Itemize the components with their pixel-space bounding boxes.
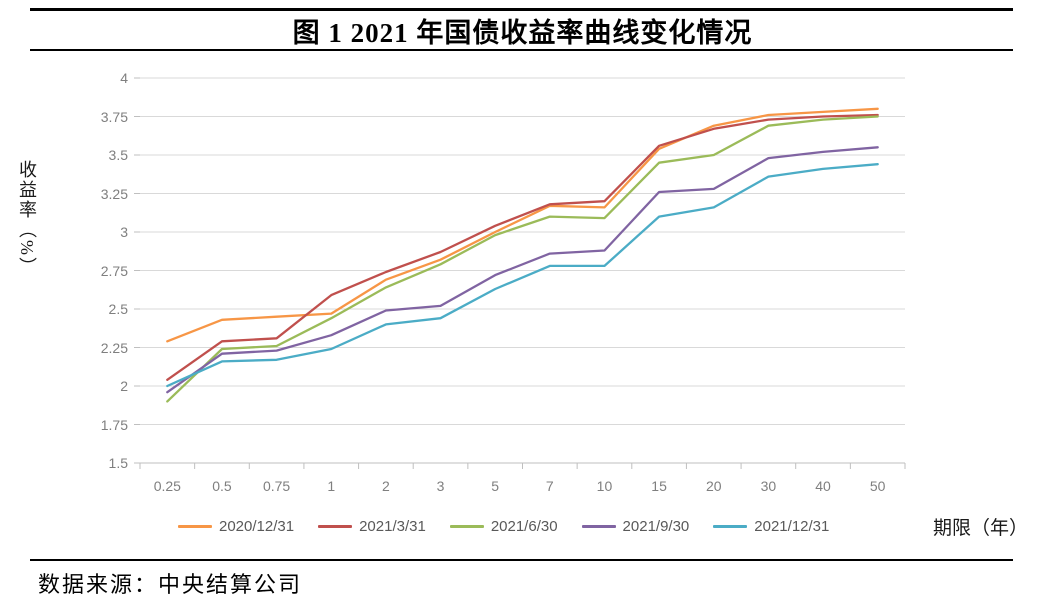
y-tick-label: 2 [120, 378, 128, 394]
y-tick-label: 3 [120, 224, 128, 240]
x-tick-label: 0.25 [153, 478, 181, 494]
x-tick-label: 1 [327, 478, 336, 494]
data-source-note: 数据来源：中央结算公司 [38, 572, 303, 597]
y-tick-label: 3.75 [100, 108, 128, 125]
legend-label: 2021/12/31 [754, 518, 830, 535]
x-tick-label: 0.5 [212, 478, 232, 494]
y-tick-label: 2.25 [100, 339, 128, 356]
y-tick-label: 1.5 [108, 455, 128, 471]
legend-line-swatch [318, 525, 353, 528]
series-line-2021/9/30 [166, 146, 879, 394]
series-line-2021/12/31 [166, 163, 879, 388]
chart-legend: 2020/12/31 2021/3/31 2021/6/30 2021/9/30 202… [178, 518, 829, 535]
legend-label: 2021/3/31 [359, 518, 426, 535]
legend-item-2021/9/30: 2021/9/30 [581, 518, 690, 535]
legend-item-2021/12/31: 2021/12/31 [713, 518, 829, 535]
bottom-divider [30, 559, 1013, 561]
x-tick-label: 2 [381, 478, 390, 494]
x-tick-label: 20 [705, 478, 722, 494]
y-tick-label: 3.5 [108, 147, 128, 163]
x-axis-title: 期限（年） [933, 518, 1029, 539]
x-tick-label: 10 [596, 478, 613, 494]
y-tick-label: 1.75 [100, 416, 128, 433]
legend-item-2021/3/31: 2021/3/31 [318, 518, 426, 535]
title-divider [30, 49, 1013, 51]
legend-line-swatch [178, 525, 212, 528]
x-tick-label: 30 [760, 478, 777, 494]
x-tick-label: 40 [815, 478, 831, 494]
x-tick-label: 7 [545, 478, 554, 494]
top-divider [30, 8, 1013, 11]
legend-line-swatch [581, 525, 616, 528]
y-tick-label: 4 [120, 70, 128, 86]
series-line-2021/3/31 [166, 113, 879, 381]
series-line-2020/12/31 [166, 107, 879, 343]
legend-label: 2021/9/30 [622, 518, 690, 535]
legend-item-2021/6/30: 2021/6/30 [449, 518, 558, 535]
x-tick-label: 15 [651, 478, 667, 494]
x-tick-label: 50 [869, 478, 886, 494]
y-tick-label: 2.75 [100, 262, 128, 279]
x-tick-label: 0.75 [262, 478, 291, 494]
series-line-2021/6/30 [166, 115, 879, 403]
legend-line-swatch [449, 525, 484, 528]
y-tick-label: 3.25 [100, 185, 128, 202]
y-axis-title: 收益率（%） [17, 160, 37, 277]
legend-label: 2020/12/31 [219, 518, 295, 535]
x-tick-label: 5 [491, 478, 500, 494]
chart-title: 图 1 2021 年国债收益率曲线变化情况 [292, 18, 753, 48]
legend-label: 2021/6/30 [490, 518, 558, 535]
plot-area [134, 77, 906, 469]
legend-line-swatch [713, 525, 748, 528]
x-tick-label: 3 [436, 478, 445, 494]
legend-item-2020/12/31: 2020/12/31 [178, 518, 294, 535]
y-tick-label: 2.5 [108, 301, 128, 317]
